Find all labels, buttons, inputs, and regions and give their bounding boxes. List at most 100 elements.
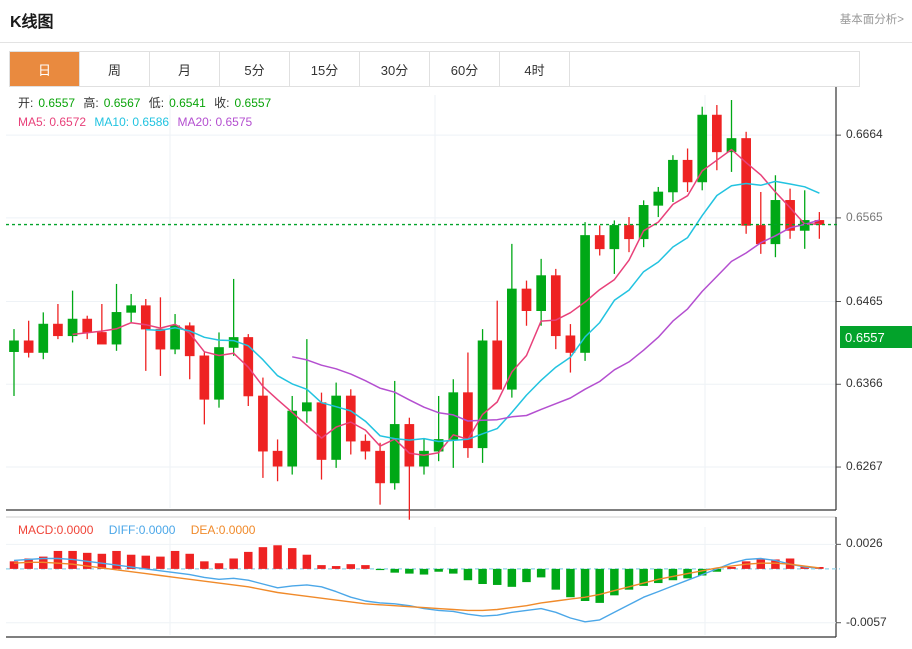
candle-body — [53, 323, 63, 337]
macd-bar — [624, 568, 634, 590]
macd-bar — [214, 563, 224, 569]
macd-bar — [712, 568, 722, 572]
candle-body — [287, 410, 298, 467]
tab-2[interactable]: 月 — [150, 52, 220, 86]
candle-body — [668, 159, 678, 193]
macd-bar — [97, 553, 107, 569]
candle-body — [345, 395, 356, 442]
candle-body — [594, 235, 605, 250]
tab-6[interactable]: 60分 — [430, 52, 500, 86]
macd-bar — [536, 568, 546, 578]
candle-body — [199, 355, 210, 400]
candle-body — [316, 402, 327, 460]
macd-bar — [449, 568, 458, 574]
macd-bar — [346, 564, 356, 569]
ma10-line — [145, 180, 820, 443]
macd-bar — [258, 547, 268, 569]
macd-bar — [595, 568, 604, 603]
macd-bar — [24, 558, 33, 569]
candle-body — [375, 450, 385, 484]
timeframe-tabbar: 日周月 5分 15分 30分 60分 4时 — [9, 51, 860, 87]
macd-bar — [522, 568, 531, 583]
macd-bar — [302, 554, 312, 569]
macd-bar — [53, 550, 63, 569]
candle-body — [609, 225, 620, 250]
tab-7[interactable]: 4时 — [500, 52, 570, 86]
candle-body — [712, 114, 722, 153]
candle-body — [67, 318, 78, 337]
macd-bar — [580, 568, 590, 601]
candle-body — [770, 200, 781, 245]
macd-bar — [463, 568, 473, 581]
kline-svg[interactable] — [0, 87, 912, 649]
macd-bar — [610, 568, 619, 596]
macd-bar — [141, 555, 151, 569]
macd-bar — [697, 568, 707, 576]
macd-bar — [126, 554, 136, 569]
candle-body — [155, 328, 166, 350]
macd-bar — [229, 558, 238, 569]
candle-body — [302, 402, 312, 412]
macd-bar — [727, 567, 736, 569]
candle-body — [741, 138, 751, 226]
candle-body — [170, 325, 180, 350]
macd-bar — [741, 561, 751, 569]
tab-1[interactable]: 周 — [80, 52, 150, 86]
candle-body — [521, 288, 532, 311]
macd-bar — [668, 568, 678, 581]
macd-histogram — [9, 545, 824, 603]
ma20-line — [292, 219, 820, 422]
candle-body — [184, 325, 195, 357]
candle-body — [140, 305, 151, 330]
candle-body — [82, 318, 93, 333]
candle-body — [404, 424, 415, 467]
candle-body — [785, 200, 795, 231]
candle-body — [536, 275, 546, 311]
candle-body — [126, 305, 136, 313]
macd-bar — [200, 561, 209, 569]
tab-4[interactable]: 15分 — [290, 52, 360, 86]
fundamental-analysis-link[interactable]: 基本面分析> — [839, 14, 904, 26]
macd-bar — [507, 568, 517, 587]
macd-bar — [654, 568, 663, 584]
macd-bar — [551, 568, 561, 590]
macd-bar — [566, 568, 575, 598]
candle-body — [214, 347, 224, 400]
macd-bar — [405, 568, 414, 574]
macd-dea-line — [13, 561, 820, 612]
macd-bar — [287, 548, 297, 569]
candle-body — [38, 323, 49, 353]
tabbar-filler — [570, 52, 860, 86]
macd-bar — [492, 568, 502, 585]
page-header: K线图 基本面分析> — [0, 0, 912, 43]
candle-body — [682, 159, 693, 183]
candle-body — [419, 450, 429, 467]
macd-bar — [771, 559, 780, 569]
candle-body — [565, 335, 576, 353]
candle-body — [433, 439, 444, 452]
macd-bar — [244, 551, 253, 569]
macd-bar — [156, 556, 165, 569]
macd-bar — [375, 568, 385, 571]
tab-0[interactable]: 日 — [10, 52, 80, 86]
page-title: K线图 — [10, 14, 54, 31]
candle-body — [492, 340, 503, 390]
macd-bar — [478, 568, 487, 584]
candle-body — [726, 138, 737, 153]
candle-body — [755, 225, 766, 245]
macd-bar — [273, 545, 282, 569]
macd-bar — [112, 550, 121, 569]
candle-body — [9, 340, 19, 352]
macd-bar — [331, 566, 341, 569]
candle-body — [624, 225, 634, 240]
tab-3[interactable]: 5分 — [220, 52, 290, 86]
candle-body — [389, 424, 400, 484]
macd-bar — [434, 568, 443, 572]
candle-body — [23, 340, 34, 353]
tab-5[interactable]: 30分 — [360, 52, 430, 86]
chart-background — [0, 87, 912, 649]
macd-bar — [639, 568, 648, 586]
macd-bar — [361, 565, 370, 569]
macd-bar — [170, 550, 180, 569]
